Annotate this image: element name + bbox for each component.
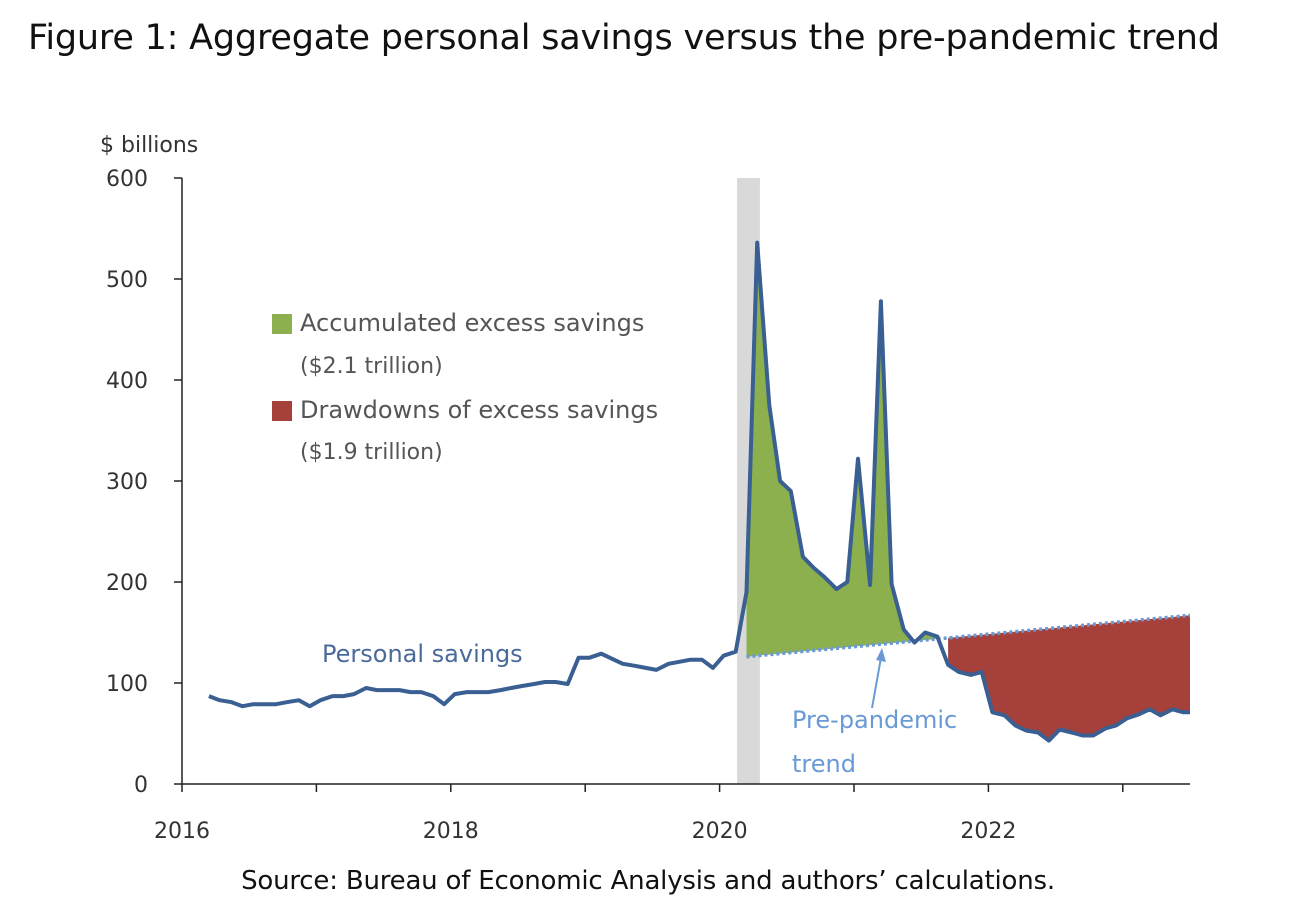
fill-drawdowns: [948, 615, 1190, 741]
annotation-arrow: [871, 651, 883, 709]
y-tick-label: 600: [106, 167, 148, 192]
chart: 0 100 200 300 400 500 600 2016 2018 2020 2022 $ bil…: [100, 133, 1191, 844]
y-tick-label: 0: [134, 773, 148, 798]
y-axis-unit-label: $ billions: [100, 133, 198, 158]
legend-note-drawdowns: ($1.9 trillion): [300, 440, 443, 465]
axes: 0 100 200 300 400 500 600 2016 2018 2020 2022 $ bil…: [100, 133, 1190, 844]
x-tick-label: 2016: [154, 819, 210, 844]
x-tick-label: 2018: [423, 819, 479, 844]
legend-swatch-accumulated: [272, 314, 292, 334]
series-line-layer: [208, 240, 1190, 743]
y-tick-label: 100: [106, 672, 148, 697]
legend-note-accumulated: ($2.1 trillion): [300, 354, 443, 379]
chart-title: Figure 1: Aggregate personal savings ver…: [28, 18, 1220, 58]
annotation-trend-line2: trend: [792, 750, 856, 778]
annotation-arrowhead: [876, 648, 886, 662]
x-tick-label: 2022: [960, 819, 1016, 844]
legend-swatch-drawdowns: [272, 401, 292, 421]
legend: Accumulated excess savings ($2.1 trillion…: [272, 309, 658, 465]
y-tick-label: 300: [106, 470, 148, 495]
y-tick-label: 500: [106, 268, 148, 293]
y-tick-label: 200: [106, 571, 148, 596]
y-tick-label: 400: [106, 369, 148, 394]
fill-layer: [746, 242, 1190, 741]
series-line-pre-pandemic-trend: [746, 613, 1191, 659]
trend-line-layer: [746, 613, 1191, 659]
annotation-personal-savings: Personal savings: [322, 640, 523, 668]
source-note: Source: Bureau of Economic Analysis and …: [241, 866, 1055, 896]
legend-label-accumulated: Accumulated excess savings: [300, 309, 644, 337]
series-line-personal-savings: [208, 240, 1190, 743]
legend-label-drawdowns: Drawdowns of excess savings: [300, 396, 658, 424]
annotations: Personal savings Pre-pandemic trend: [322, 640, 957, 778]
annotation-trend-line1: Pre-pandemic: [792, 706, 957, 734]
x-tick-label: 2020: [692, 819, 748, 844]
